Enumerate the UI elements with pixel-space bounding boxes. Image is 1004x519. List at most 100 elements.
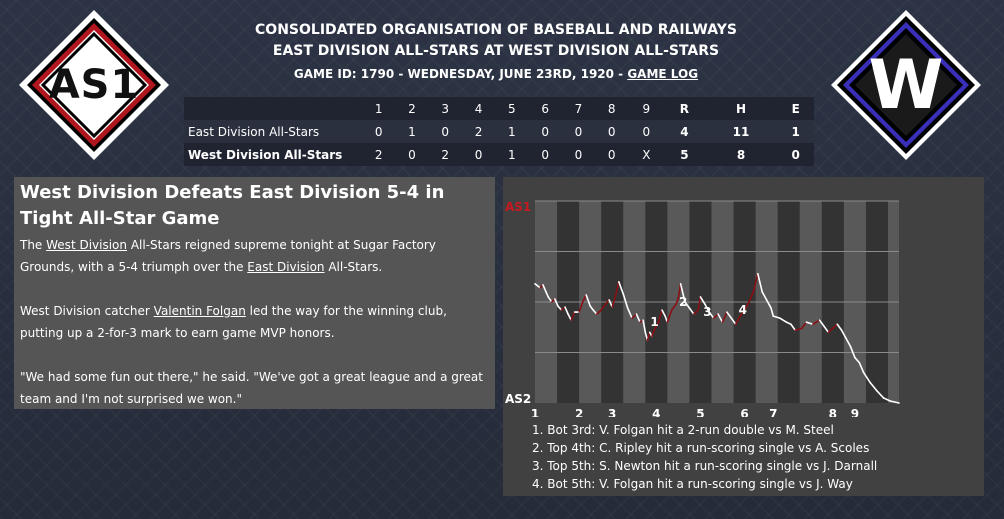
cell: 0	[395, 143, 429, 166]
wp-line-segment	[734, 315, 741, 326]
away-team-logo[interactable]: AS1	[19, 10, 169, 164]
x-tick-label: 1	[531, 407, 539, 417]
wp-line-segment	[748, 291, 755, 303]
game-log-link[interactable]: GAME LOG	[627, 67, 699, 81]
wp-line-segment	[642, 319, 647, 334]
cell: X	[628, 143, 665, 166]
wp-line-segment	[557, 305, 563, 311]
wp-line-segment	[618, 281, 625, 295]
story-paragraph-2: West Division catcher Valentin Folgan le…	[20, 300, 489, 344]
wp-line-segment	[600, 303, 607, 311]
wp-line-segment	[730, 317, 737, 326]
cell: 0	[595, 143, 629, 166]
cell: 0	[561, 120, 596, 143]
wp-line-segment	[699, 296, 706, 305]
wp-line-segment	[818, 319, 825, 328]
x-tick-label: 7	[769, 407, 777, 417]
east-division-link[interactable]: East Division	[247, 260, 325, 274]
wp-line-segment	[717, 313, 724, 323]
game-info: GAME ID: 1790 - WEDNESDAY, JUNE 23RD, 19…	[190, 64, 802, 84]
x-tick-label: 4	[652, 407, 660, 417]
wp-line-segment	[622, 293, 629, 309]
wp-line-segment	[770, 307, 775, 317]
cell: 0	[561, 143, 596, 166]
x-tick-label: 2	[575, 407, 583, 417]
wp-line-segment	[708, 311, 715, 319]
wp-line-segment	[854, 356, 861, 364]
col-errors: E	[777, 97, 814, 120]
wp-line-segment	[697, 296, 702, 311]
hits-away: 11	[704, 120, 778, 143]
wp-line-segment	[564, 306, 569, 315]
x-tick-label: 5	[696, 407, 704, 417]
wp-line-segment	[604, 299, 610, 305]
story-headline: West Division Defeats East Division 5-4 …	[20, 182, 445, 229]
wp-line-segment	[743, 301, 750, 311]
league-name: CONSOLIDATED ORGANISATION OF BASEBALL AN…	[255, 22, 737, 38]
west-division-link[interactable]: West Division	[46, 238, 127, 252]
wp-line-segment	[631, 313, 638, 319]
cell: 1	[495, 143, 529, 166]
wp-line-segment	[827, 327, 834, 334]
wp-line-segment	[765, 299, 772, 309]
linescore-row-home: West Division All-Stars 2 0 2 0 1 0 0 0 …	[184, 143, 814, 166]
wp-annotation: 4	[739, 303, 747, 317]
x-tick-label: 9	[851, 407, 859, 417]
win-probability-panel: 1 2 3 4 AS1 AS2 1 2 3 4 5 6 7 8 9 1. Bot 3rd: V. Folga…	[503, 177, 984, 496]
runs-home: 5	[664, 143, 705, 166]
story-paragraph-1: The West Division All-Stars reigned supr…	[20, 234, 489, 278]
col-inning-8: 8	[595, 97, 629, 120]
col-inning-5: 5	[495, 97, 529, 120]
story-paragraph-3: "We had some fun out there," he said. "W…	[20, 370, 483, 406]
game-header: CONSOLIDATED ORGANISATION OF BASEBALL AN…	[190, 20, 802, 84]
home-team-logo[interactable]: W	[831, 10, 981, 164]
away-logo-diamond	[19, 10, 169, 160]
wp-line-segment	[752, 272, 759, 293]
cell: 1	[495, 120, 529, 143]
cell: 1	[395, 120, 429, 143]
cell: 2	[362, 143, 396, 166]
wp-line-segment	[581, 294, 587, 303]
cell: 0	[595, 120, 629, 143]
cell: 0	[362, 120, 396, 143]
wp-line-segment	[721, 311, 728, 323]
wp-line-segment	[626, 307, 633, 319]
wp-line-segment	[772, 315, 781, 319]
cell: 0	[428, 120, 462, 143]
wp-line-segment	[889, 400, 900, 404]
team-name-home[interactable]: West Division All-Stars	[184, 143, 362, 166]
chart-note: 2. Top 4th: C. Ripley hit a run-scoring …	[532, 441, 870, 455]
wp-line-segment	[712, 313, 719, 319]
wp-line-segment	[704, 303, 711, 313]
col-inning-7: 7	[561, 97, 596, 120]
wp-line-segment	[794, 327, 803, 332]
col-inning-1: 1	[362, 97, 396, 120]
linescore-table: 1 2 3 4 5 6 7 8 9 R H E East Division Al…	[184, 97, 814, 166]
wp-line-segment	[595, 309, 602, 315]
cell: 2	[428, 143, 462, 166]
label-home-team: AS2	[505, 392, 531, 406]
wp-line-segment	[608, 299, 614, 308]
wp-line-segment	[693, 309, 700, 315]
wp-line-segment	[845, 337, 852, 348]
wp-line-segment	[651, 329, 655, 338]
linescore-corner	[184, 97, 362, 120]
home-logo-diamond	[831, 10, 981, 160]
wp-line-segment	[677, 283, 682, 299]
errors-home: 0	[777, 143, 814, 166]
wp-line-segment	[589, 305, 595, 311]
col-runs: R	[664, 97, 705, 120]
chart-notes: 1. Bot 3rd: V. Folgan hit a 2-run double…	[532, 421, 972, 493]
wp-line-segment	[684, 301, 691, 309]
wp-line-segment	[779, 317, 788, 323]
team-name-away[interactable]: East Division All-Stars	[184, 120, 362, 143]
wp-line-segment	[545, 291, 550, 298]
label-away-team: AS1	[505, 200, 531, 214]
wp-annotation: 2	[679, 295, 687, 309]
wp-line-segment	[635, 313, 641, 323]
wp-line-segment	[726, 311, 733, 319]
linescore-header-row: 1 2 3 4 5 6 7 8 9 R H E	[184, 97, 814, 120]
wp-line-segment	[876, 390, 885, 399]
player-link-folgan[interactable]: Valentin Folgan	[153, 304, 246, 318]
wp-annotation: 1	[650, 315, 658, 329]
